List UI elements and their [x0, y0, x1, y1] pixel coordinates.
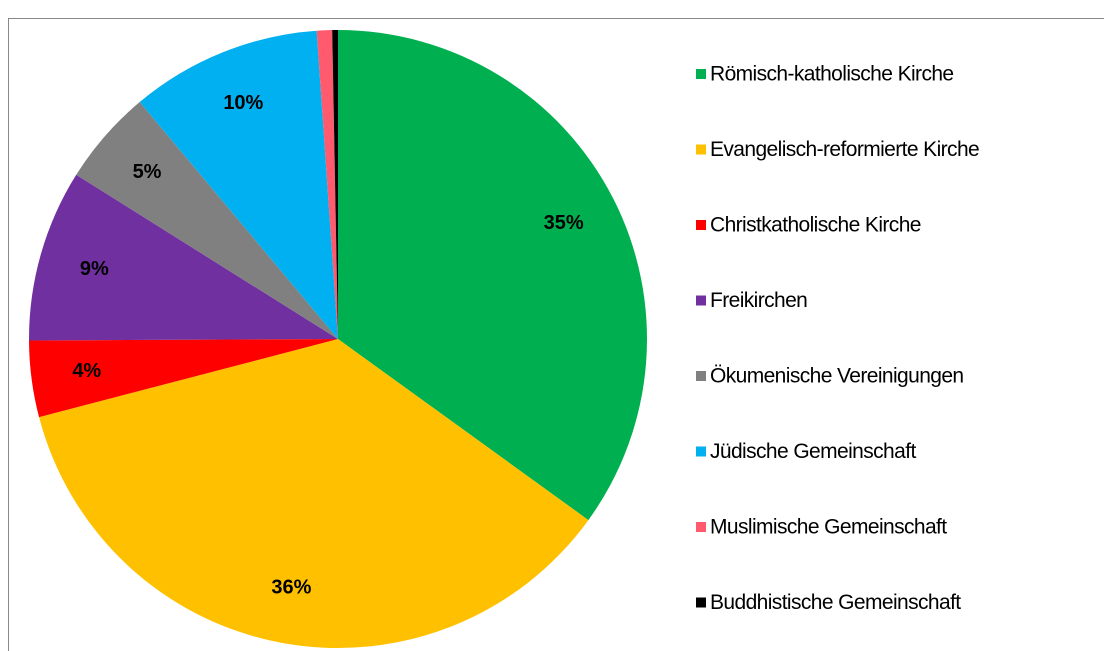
- pie-slice: [39, 339, 589, 649]
- pie-slice: [76, 102, 339, 340]
- legend-label: Freikirchen: [710, 289, 807, 312]
- pie-slice: [338, 30, 647, 521]
- legend-label: Jüdische Gemeinschaft: [710, 440, 916, 463]
- legend-label: Römisch-katholische Kirche: [710, 63, 954, 86]
- legend-label: Christkatholische Kirche: [710, 214, 921, 237]
- pie-slice: [332, 30, 338, 339]
- legend-swatch: [696, 446, 706, 457]
- value-label: 4%: [72, 360, 101, 382]
- value-label: 5%: [133, 161, 162, 183]
- legend-swatch: [696, 522, 706, 532]
- pie-slice: [139, 30, 338, 339]
- pie-slice: [316, 30, 338, 340]
- legend-swatch: [696, 295, 706, 306]
- value-label: 35%: [544, 212, 584, 234]
- legend-label: Evangelisch-reformierte Kirche: [710, 138, 979, 161]
- pie-slice: [29, 339, 339, 418]
- value-label: 36%: [271, 576, 311, 598]
- legend-swatch: [696, 144, 706, 155]
- value-label: 10%: [223, 92, 263, 114]
- legend-label: Buddhistische Gemeinschaft: [710, 591, 961, 614]
- value-label: 9%: [80, 258, 109, 280]
- legend-swatch: [696, 371, 706, 381]
- legend-swatch: [696, 597, 706, 608]
- legend-swatch: [696, 69, 706, 79]
- pie-slice: [29, 174, 338, 341]
- legend-label: Ökumenische Vereinigungen: [710, 365, 964, 388]
- legend-swatch: [696, 220, 706, 230]
- legend-label: Muslimische Gemeinschaft: [710, 516, 947, 539]
